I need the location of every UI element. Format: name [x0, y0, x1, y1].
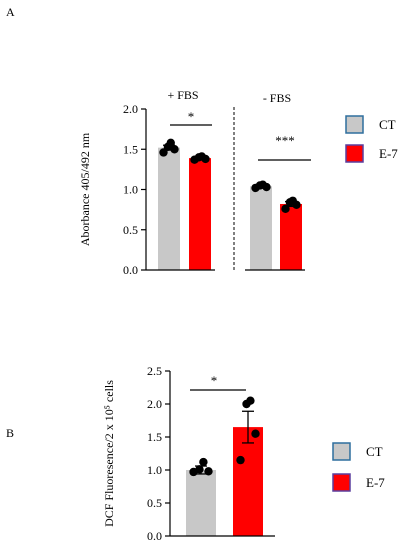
bar: [250, 186, 272, 270]
y-tick-label: 2.5: [147, 364, 162, 378]
legend-swatch-ct: [345, 115, 364, 134]
bar: [189, 158, 211, 270]
bar: [158, 147, 180, 270]
panel-a-label: A: [6, 5, 15, 19]
y-tick-label: 1.5: [147, 430, 162, 444]
bar: [186, 470, 216, 536]
group-label-plus-fbs: + FBS: [167, 88, 198, 102]
legend-swatch-ct: [332, 442, 351, 461]
y-tick-label: 0.5: [123, 223, 138, 237]
data-point: [204, 467, 213, 476]
bar: [280, 203, 302, 270]
legend-swatch-e7: [345, 144, 364, 163]
data-point: [166, 138, 175, 148]
significance-star: *: [188, 109, 195, 124]
y-tick-label: 1.0: [147, 463, 162, 477]
data-point: [236, 455, 245, 465]
data-point: [281, 204, 290, 214]
legend-label-ct: CT: [366, 444, 383, 459]
data-point: [195, 465, 204, 474]
chart-b: 0.0 0.5 1.0 1.5 2.0 2.5 DCF Fluoresence/2 x 10…: [102, 364, 385, 543]
group-label-minus-fbs: - FBS: [263, 91, 291, 105]
significance-star: *: [211, 373, 218, 388]
data-point: [251, 429, 260, 438]
data-point: [159, 148, 168, 157]
y-axis-label: Aborbance 405/492 nm: [78, 132, 92, 246]
data-point: [258, 180, 267, 189]
y-tick-label: 1.0: [123, 183, 138, 197]
y-tick-label: 0.0: [147, 529, 162, 543]
data-point: [170, 145, 179, 154]
panel-b-label: B: [6, 426, 14, 440]
y-tick-label: 0.0: [123, 263, 138, 277]
legend-label-e7: E-7: [379, 146, 398, 161]
data-point: [246, 396, 255, 405]
y-tick-label: 2.0: [123, 102, 138, 116]
legend-swatch-e7: [332, 473, 351, 492]
significance-star: ***: [275, 133, 295, 148]
data-point: [197, 152, 206, 161]
y-tick-label: 0.5: [147, 496, 162, 510]
bar: [233, 427, 263, 536]
chart-a: 0.0 0.5 1.0 1.5 2.0 Aborbance 405/492 nm + FBS…: [78, 88, 398, 277]
data-point: [288, 196, 297, 205]
y-tick-label: 2.0: [147, 397, 162, 411]
legend-label-e7: E-7: [366, 475, 385, 490]
y-axis-label: DCF Fluoresence/2 x 10⁵ cells: [102, 380, 116, 527]
data-point: [199, 457, 208, 467]
legend-label-ct: CT: [379, 117, 396, 132]
y-tick-label: 1.5: [123, 142, 138, 156]
